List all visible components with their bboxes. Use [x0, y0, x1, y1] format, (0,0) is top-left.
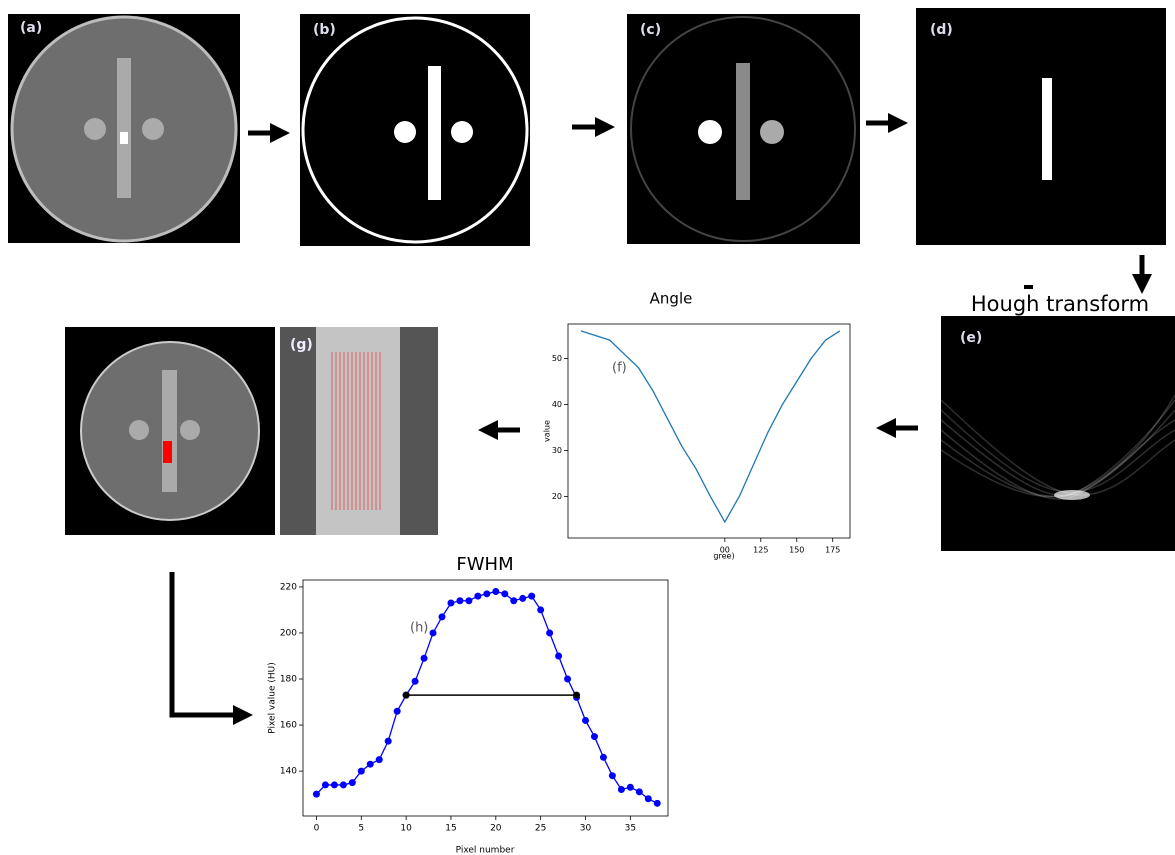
data-point	[483, 590, 490, 597]
x-tick-label: 00	[720, 546, 730, 555]
x-tick-label: 125	[753, 546, 768, 555]
annotation: (f)	[612, 361, 627, 376]
data-point	[447, 600, 454, 607]
data-point	[645, 795, 652, 802]
x-tick-label: 30	[580, 824, 592, 834]
x-tick-label: 150	[789, 546, 804, 555]
plot-frame	[303, 580, 668, 816]
panel-label: (c)	[640, 22, 661, 38]
y-tick-label: 180	[280, 675, 297, 685]
x-tick-label: 175	[825, 546, 840, 555]
panel-c: (c)	[627, 14, 860, 244]
fwhm-point	[573, 692, 580, 699]
data-point	[331, 781, 338, 788]
fwhm-point	[403, 692, 410, 699]
data-point	[537, 606, 544, 613]
series-line	[316, 592, 657, 804]
panel-e: (e)	[941, 316, 1175, 551]
data-point	[618, 786, 625, 793]
y-tick-label: 220	[280, 582, 297, 592]
panel-g: (g)	[280, 327, 438, 535]
data-point	[519, 595, 526, 602]
plot-frame	[568, 324, 850, 538]
data-point	[394, 708, 401, 715]
y-tick-label: 160	[280, 721, 297, 731]
y-axis-label: Pixel value (HU)	[268, 662, 278, 734]
data-point	[564, 676, 571, 683]
panel-d: (d)	[916, 8, 1166, 245]
annotation: (h)	[410, 621, 428, 636]
y-tick-label: 50	[552, 354, 562, 363]
panel-b: (b)	[300, 14, 530, 246]
data-point	[492, 588, 499, 595]
hough-label: Hough transform	[971, 292, 1149, 316]
data-point	[322, 781, 329, 788]
data-point	[376, 756, 383, 763]
panel-result	[65, 327, 275, 535]
data-point	[358, 768, 365, 775]
data-point	[367, 761, 374, 768]
data-point	[636, 788, 643, 795]
x-axis-label: Pixel number	[456, 846, 515, 855]
chart-title: Angle	[650, 290, 693, 308]
data-point	[385, 738, 392, 745]
data-point	[439, 613, 446, 620]
figure: (a) (b) (c) (d) Hough transform	[0, 0, 1175, 855]
y-tick-label: 200	[280, 628, 297, 638]
data-point	[412, 678, 419, 685]
data-point	[465, 597, 472, 604]
panel-label: (g)	[290, 337, 313, 353]
data-point	[654, 800, 661, 807]
data-point	[501, 590, 508, 597]
x-tick-label: 35	[625, 824, 636, 834]
data-point	[609, 772, 616, 779]
panel-label: (d)	[930, 22, 953, 38]
data-point	[510, 597, 517, 604]
chart-title: FWHM	[456, 554, 513, 575]
x-tick-label: 10	[400, 824, 412, 834]
panel-label: (b)	[313, 22, 336, 38]
y-axis-label: value	[543, 420, 552, 442]
data-point	[528, 593, 535, 600]
data-point	[627, 784, 634, 791]
dash	[1024, 285, 1033, 289]
x-tick-label: 0	[314, 824, 320, 834]
panel-label: (a)	[20, 20, 42, 36]
data-point	[474, 593, 481, 600]
x-tick-label: 5	[358, 824, 364, 834]
y-tick-label: 30	[552, 446, 562, 455]
data-point	[546, 629, 553, 636]
data-point	[421, 655, 428, 662]
panel-a: (a)	[8, 14, 240, 243]
x-tick-label: 15	[445, 824, 456, 834]
data-point	[456, 597, 463, 604]
y-tick-label: 40	[552, 400, 562, 409]
data-point	[591, 733, 598, 740]
data-point	[430, 629, 437, 636]
data-point	[313, 791, 320, 798]
x-tick-label: 20	[490, 824, 502, 834]
data-point	[349, 779, 356, 786]
panel-label: (e)	[960, 330, 982, 346]
x-tick-label: 25	[535, 824, 546, 834]
data-point	[555, 652, 562, 659]
y-tick-label: 20	[552, 492, 562, 501]
data-point	[600, 754, 607, 761]
data-point	[582, 717, 589, 724]
y-tick-label: 140	[280, 767, 297, 777]
data-point	[340, 781, 347, 788]
